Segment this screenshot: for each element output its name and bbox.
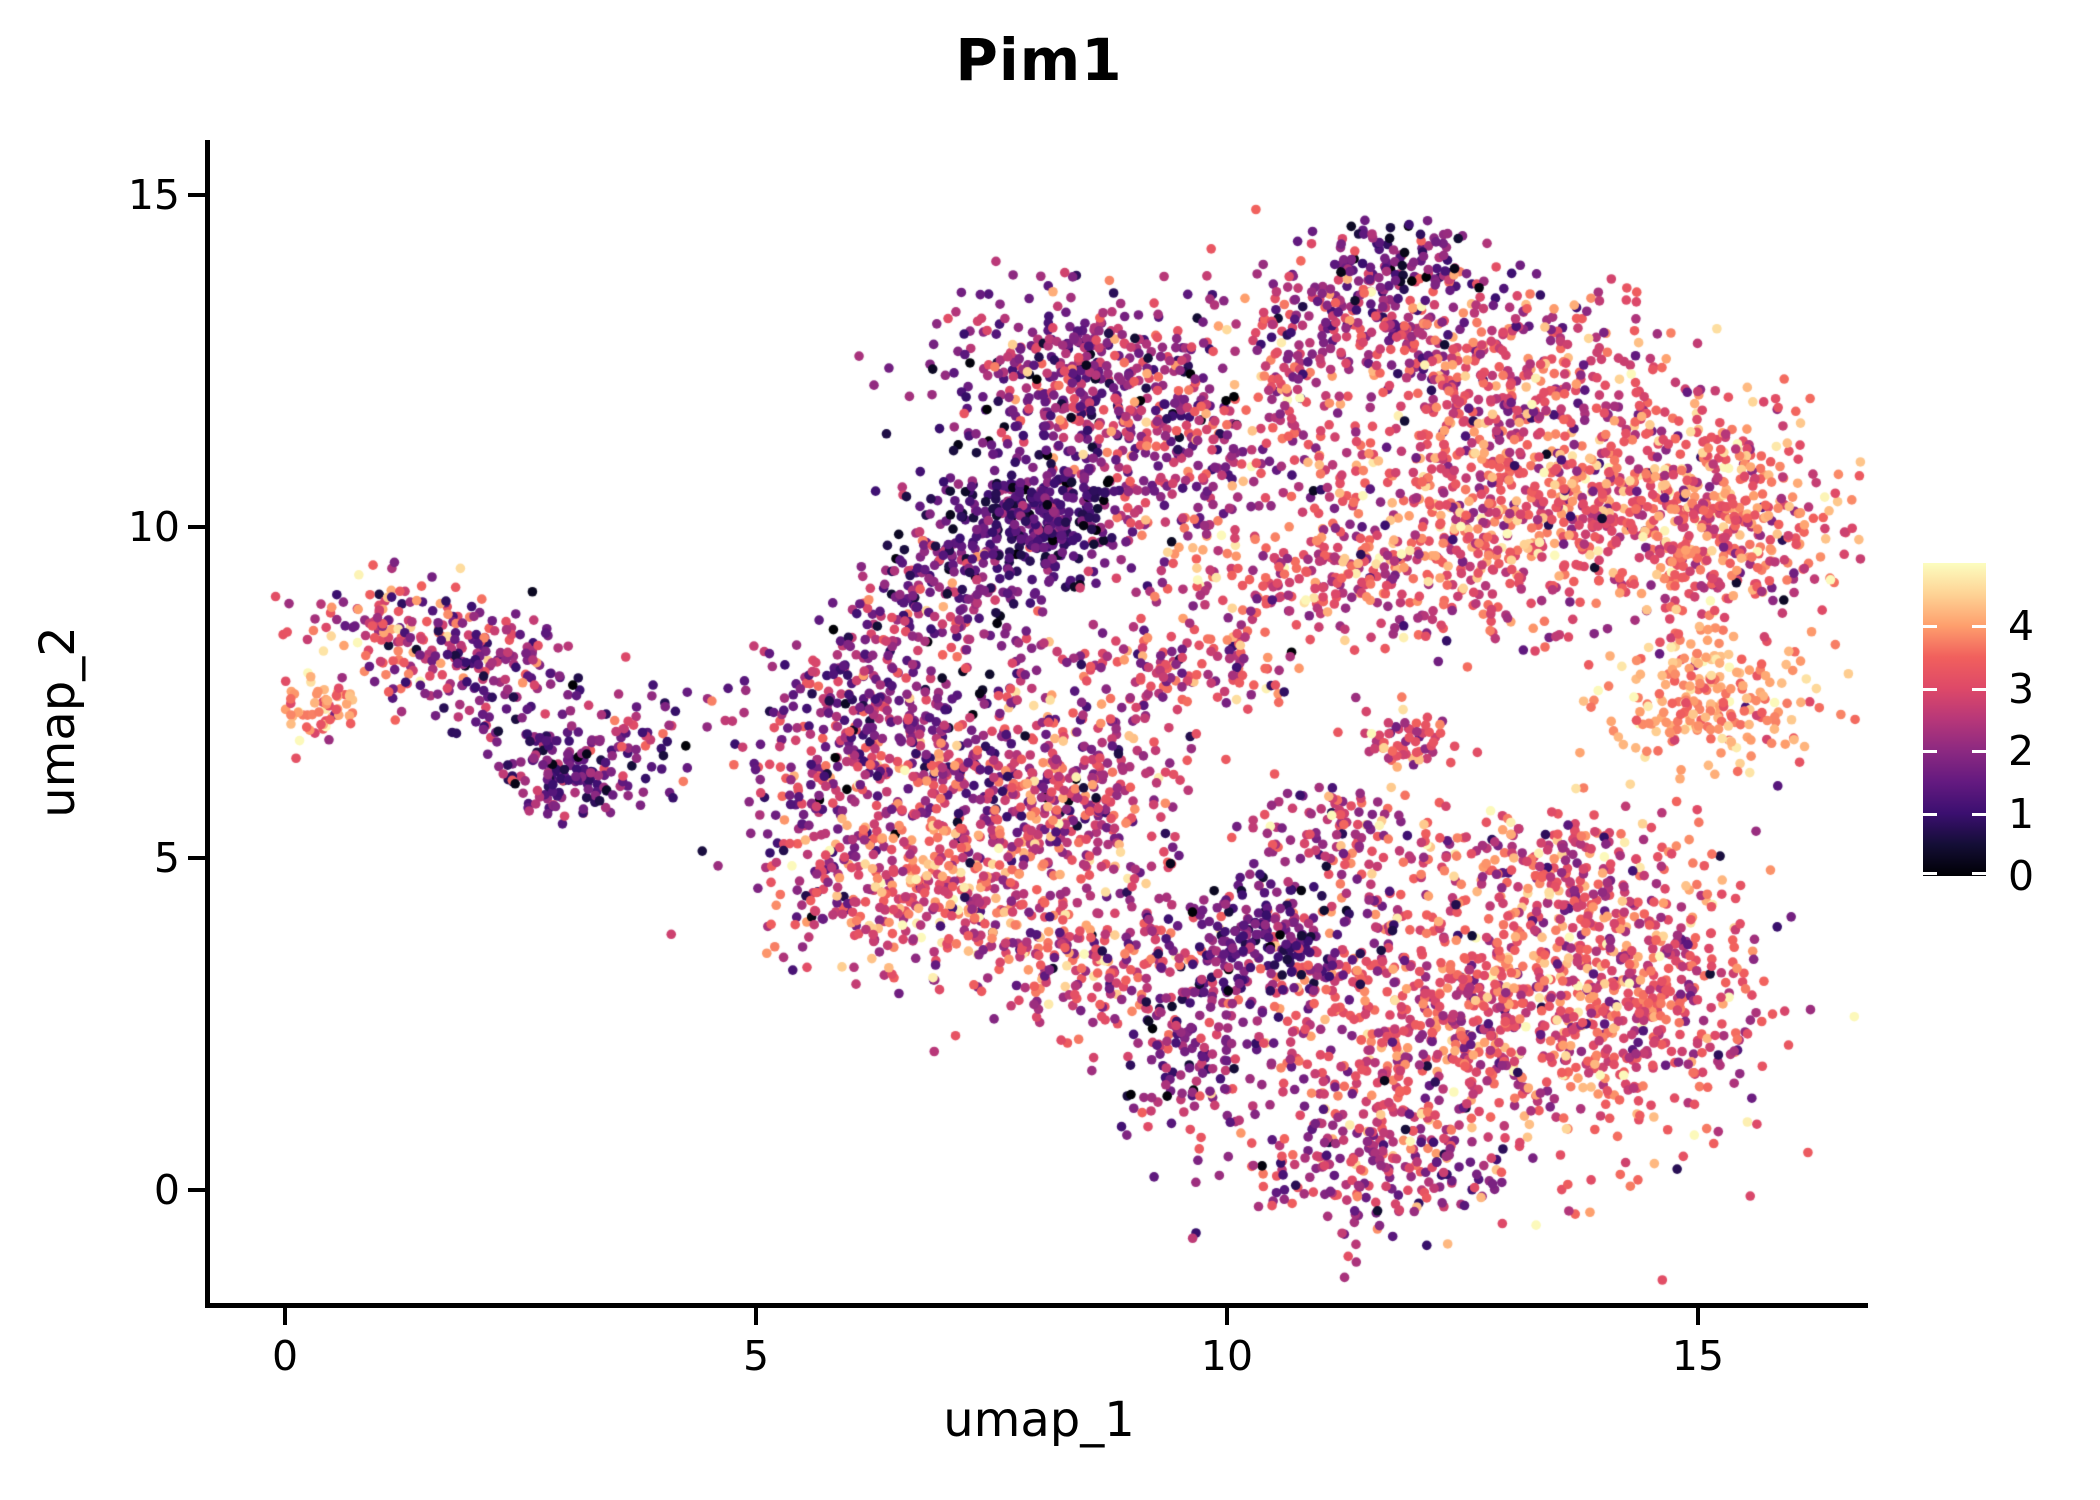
y-axis-line bbox=[205, 140, 210, 1306]
x-axis-label: umap_1 bbox=[943, 1392, 1135, 1448]
y-tick-mark bbox=[188, 525, 205, 529]
y-tick-mark bbox=[188, 1188, 205, 1192]
y-tick-label: 15 bbox=[127, 171, 180, 219]
colorbar-tick-mark bbox=[1923, 625, 1937, 629]
colorbar-tick-mark bbox=[1972, 625, 1986, 629]
colorbar-tick-label: 4 bbox=[2008, 602, 2035, 650]
x-axis-line bbox=[205, 1303, 1868, 1308]
x-tick-mark bbox=[1225, 1308, 1229, 1325]
colorbar-gradient bbox=[1923, 563, 1986, 876]
x-tick-label: 15 bbox=[1671, 1332, 1725, 1380]
chart-title: Pim1 bbox=[955, 26, 1123, 94]
y-tick-label: 0 bbox=[153, 1166, 180, 1214]
x-tick-label: 10 bbox=[1200, 1332, 1254, 1380]
y-tick-label: 5 bbox=[153, 834, 180, 882]
colorbar-tick-label: 2 bbox=[2008, 727, 2035, 775]
y-axis-label: umap_2 bbox=[30, 626, 86, 818]
colorbar-tick-mark bbox=[1923, 687, 1937, 691]
colorbar-tick-mark bbox=[1972, 872, 1986, 875]
x-tick-mark bbox=[283, 1308, 287, 1325]
colorbar-tick-mark bbox=[1972, 687, 1986, 691]
colorbar-tick-label: 0 bbox=[2008, 852, 2035, 900]
x-tick-mark bbox=[754, 1308, 758, 1325]
x-tick-label: 5 bbox=[742, 1332, 770, 1380]
x-tick-mark bbox=[1696, 1308, 1700, 1325]
colorbar-tick-label: 1 bbox=[2008, 790, 2035, 838]
y-tick-mark bbox=[188, 856, 205, 860]
colorbar-tick-mark bbox=[1923, 872, 1937, 875]
y-tick-label: 10 bbox=[127, 503, 180, 551]
colorbar-legend bbox=[1923, 563, 1986, 876]
x-tick-label: 0 bbox=[271, 1332, 299, 1380]
colorbar-tick-mark bbox=[1923, 812, 1937, 816]
y-tick-mark bbox=[188, 193, 205, 197]
colorbar-tick-mark bbox=[1972, 812, 1986, 816]
colorbar-tick-mark bbox=[1923, 750, 1937, 754]
colorbar-tick-mark bbox=[1972, 750, 1986, 754]
colorbar-tick-label: 3 bbox=[2008, 665, 2035, 713]
